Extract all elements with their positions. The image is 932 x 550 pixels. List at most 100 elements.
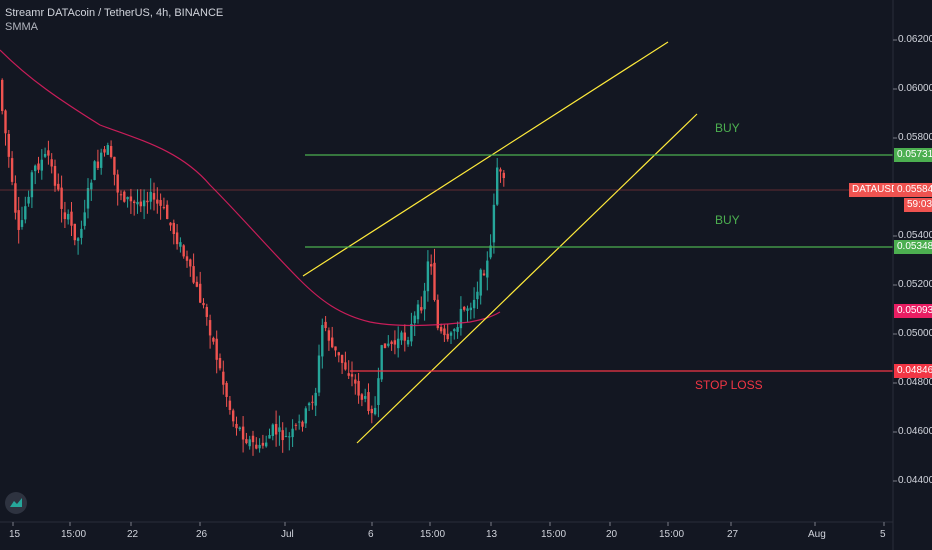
candle-body: [70, 211, 73, 226]
candle-body: [40, 159, 43, 171]
countdown-tag: 59:03: [904, 198, 932, 212]
buy-lower-label[interactable]: BUY: [715, 213, 740, 227]
time-label: Aug: [808, 529, 826, 540]
chart-header: Streamr DATAcoin / TetherUS, 4h, BINANCE…: [5, 6, 223, 34]
candle-body: [331, 337, 334, 348]
candle-body: [222, 371, 225, 385]
candle-body: [90, 182, 93, 190]
price-label: 0.04600: [898, 426, 932, 437]
candle-body: [182, 245, 185, 257]
time-label: 15:00: [61, 529, 87, 540]
candle-body: [380, 345, 383, 380]
candle-body: [327, 330, 331, 341]
candle-body: [406, 340, 410, 345]
candle-body: [14, 183, 17, 213]
candle-body: [373, 407, 377, 415]
candle-body: [195, 281, 199, 287]
candle-body: [347, 373, 350, 376]
candle-body: [106, 145, 109, 155]
candle-body: [340, 354, 344, 363]
candle-body: [73, 223, 76, 241]
indicator-label[interactable]: SMMA: [5, 21, 38, 33]
candle-body: [159, 200, 162, 206]
candle-body: [281, 430, 284, 441]
candle-body: [136, 201, 139, 205]
time-label: 26: [196, 529, 208, 540]
candle-body: [390, 341, 393, 344]
candle-body: [426, 261, 430, 292]
price-label: 0.05800: [898, 132, 932, 143]
candle-body: [502, 172, 505, 179]
candle-body: [288, 436, 291, 438]
candle-body: [235, 423, 238, 429]
candle-body: [255, 444, 258, 449]
price-label: 0.06000: [898, 83, 932, 94]
candle-body: [397, 338, 400, 349]
ticker-tag: DATAUSDT: [849, 183, 904, 197]
channel-lower-line[interactable]: [356, 113, 698, 444]
candle-body: [294, 424, 298, 426]
price-label: 0.05000: [898, 328, 932, 339]
candle-body: [344, 362, 347, 370]
candle-body: [334, 346, 337, 351]
candle-body: [420, 307, 423, 311]
candle-body: [304, 408, 307, 424]
candle-body: [7, 134, 10, 157]
symbol-title[interactable]: Streamr DATAcoin / TetherUS, 4h, BINANCE: [5, 7, 224, 19]
candle-body: [76, 238, 80, 241]
candlesticks: [1, 78, 505, 456]
candle-body: [482, 273, 486, 276]
candle-body: [10, 158, 14, 182]
candle-body: [251, 435, 255, 443]
candle-body: [232, 410, 235, 422]
channel-upper-line[interactable]: [302, 41, 669, 277]
candle-body: [307, 403, 311, 406]
candle-body: [456, 327, 459, 332]
buy-upper-label[interactable]: BUY: [715, 121, 740, 135]
price-label: 0.04400: [898, 475, 932, 486]
candle-body: [103, 149, 106, 153]
price-label: 0.04800: [898, 377, 932, 388]
candle-body: [218, 358, 222, 369]
time-label: 15:00: [420, 529, 446, 540]
candle-body: [321, 325, 324, 357]
candle-body: [20, 220, 24, 227]
candle-body: [387, 343, 390, 346]
candle-body: [192, 266, 195, 283]
time-label: 15:00: [659, 529, 685, 540]
candle-body: [439, 327, 443, 332]
candle-body: [162, 207, 166, 209]
candle-body: [142, 200, 146, 207]
candle-body: [383, 343, 387, 349]
stop-loss-label[interactable]: STOP LOSS: [695, 378, 763, 392]
candle-body: [57, 183, 60, 190]
candle-body: [463, 306, 466, 310]
candle-body: [17, 210, 20, 230]
candle-body: [360, 394, 364, 400]
price-label: 0.05400: [898, 230, 932, 241]
candle-body: [37, 163, 40, 170]
candle-body: [324, 321, 327, 329]
buy-high-price-tag: 0.05731: [894, 148, 932, 162]
candle-body: [119, 194, 123, 196]
time-label: 15:00: [541, 529, 567, 540]
tradingview-logo-icon[interactable]: [5, 492, 27, 514]
candle-body: [370, 408, 373, 414]
candle-body: [354, 379, 357, 384]
candle-body: [152, 193, 156, 200]
candle-body: [96, 161, 100, 168]
candle-body: [400, 332, 403, 341]
candle-body: [50, 159, 53, 167]
candle-body: [301, 421, 304, 427]
candle-body: [496, 167, 499, 205]
candle-body: [47, 150, 50, 156]
candle-body: [479, 269, 482, 296]
candle-body: [486, 260, 489, 278]
candle-body: [268, 435, 271, 439]
candle-body: [129, 196, 133, 202]
time-label: 22: [127, 529, 139, 540]
candle-body: [225, 382, 228, 397]
price-axis-ticks: [893, 39, 897, 482]
candle-body: [416, 304, 420, 320]
